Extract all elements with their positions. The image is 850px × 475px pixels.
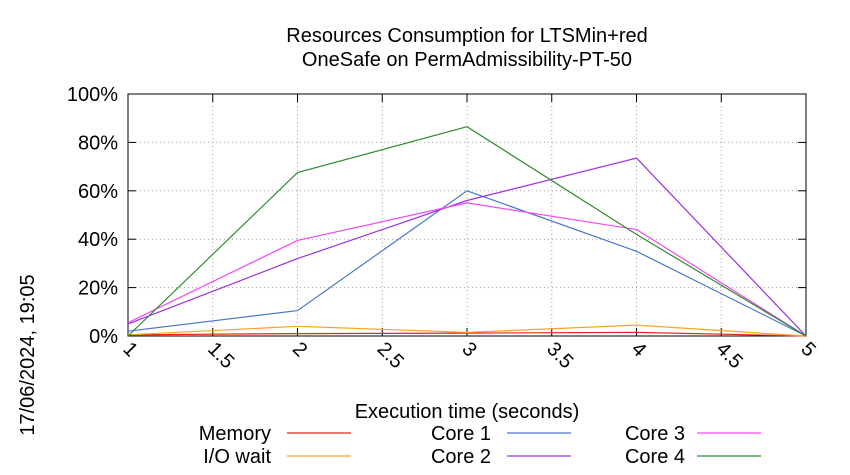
legend-label: Memory <box>199 423 271 445</box>
x-tick-label: 3 <box>457 338 480 361</box>
x-tick-label: 5 <box>796 338 819 361</box>
y-tick-label: 20% <box>78 278 118 300</box>
y-tick-label: 40% <box>78 229 118 251</box>
grid <box>128 94 806 336</box>
legend-label: Core 1 <box>431 423 491 445</box>
chart-subtitle: OneSafe on PermAdmissibility-PT-50 <box>302 49 632 71</box>
series-line-core-2 <box>127 157 807 337</box>
y-tick-label: 80% <box>78 132 118 154</box>
x-tick-label: 2.5 <box>373 338 408 373</box>
x-tick-label: 3.5 <box>542 338 577 373</box>
x-tick-label: 1.5 <box>203 338 238 373</box>
chart-title: Resources Consumption for LTSMin+red <box>286 25 647 47</box>
x-tick-label: 2 <box>288 338 311 361</box>
series-line-memory <box>127 331 807 337</box>
x-axis: 1 1.5 2 2.5 3 3.5 4 4.5 5 <box>118 94 820 373</box>
y-tick-label: 0% <box>89 326 118 348</box>
x-axis-label: Execution time (seconds) <box>355 401 580 423</box>
x-tick-label: 4.5 <box>712 338 747 373</box>
y-axis: 0% 20% 40% 60% 80% 100% <box>67 84 806 348</box>
timestamp: 17/06/2024, 19:05 <box>17 274 39 435</box>
y-tick-label: 100% <box>67 84 118 106</box>
series-lines <box>127 126 807 337</box>
y-tick-label: 60% <box>78 181 118 203</box>
legend-label: Core 4 <box>625 446 685 468</box>
x-tick-label: 1 <box>118 338 141 361</box>
x-tick-label: 4 <box>627 338 650 361</box>
series-line-i-o-wait <box>127 324 807 337</box>
legend-label: Core 2 <box>431 446 491 468</box>
series-line-core-1 <box>127 190 807 337</box>
series-line-core-3 <box>127 202 807 337</box>
legend-label: Core 3 <box>625 423 685 445</box>
series-line-core-4 <box>127 126 807 337</box>
legend-label: I/O wait <box>203 446 271 468</box>
